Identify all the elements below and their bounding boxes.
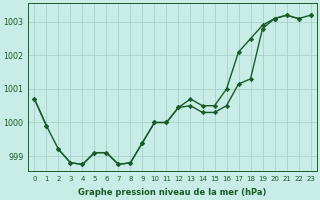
X-axis label: Graphe pression niveau de la mer (hPa): Graphe pression niveau de la mer (hPa) xyxy=(78,188,267,197)
